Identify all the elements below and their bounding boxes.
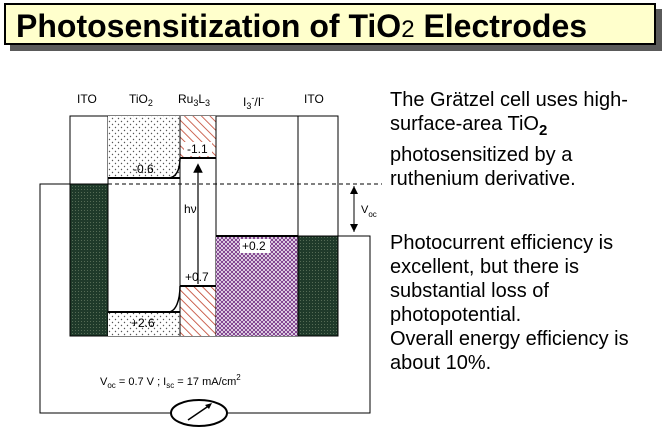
meter-needle [187, 404, 211, 421]
page-title: Photosensitization of TiO2 Electrodes [16, 8, 588, 44]
circuit-wire-right [228, 235, 371, 414]
level-dye-ground: +0.7 [185, 270, 209, 284]
ito-left-electrode [69, 183, 109, 337]
description-paragraph-2: Photocurrent efficiency is excellent, bu… [390, 231, 662, 375]
photon-label: hν [184, 202, 197, 216]
tio2-cb-region [108, 116, 180, 178]
header-ru3l3: Ru3L3 [178, 92, 210, 108]
header-tio2: TiO2 [129, 92, 153, 108]
circuit-wire-left [39, 183, 170, 414]
header-ito-right: ITO [304, 92, 324, 106]
ito-right-electrode [297, 235, 339, 337]
level-tio2-vb: +2.6 [131, 316, 155, 330]
tio2-vb-region [108, 312, 180, 336]
title-banner: Photosensitization of TiO2 Electrodes [4, 3, 656, 45]
efficiency-text: Photocurrent efficiency is excellent, bu… [390, 232, 614, 326]
description-paragraph-1: The Grätzel cell uses high-surface-area … [390, 89, 628, 190]
level-tio2-cb: -0.6 [133, 162, 154, 176]
voc-label: Voc [361, 204, 377, 219]
header-ito-left: ITO [77, 92, 97, 106]
dye-lower-region [180, 286, 216, 336]
level-dye-excited: -1.1 [187, 142, 208, 156]
energy-efficiency-text: Overall energy efficiency is about 10%. [390, 328, 629, 374]
cell-parameters-caption: Voc = 0.7 V ; Isc = 17 mA/cm2 [100, 373, 241, 390]
header-electrolyte: I3-/I- [243, 93, 264, 111]
level-redox: +0.2 [242, 239, 266, 253]
